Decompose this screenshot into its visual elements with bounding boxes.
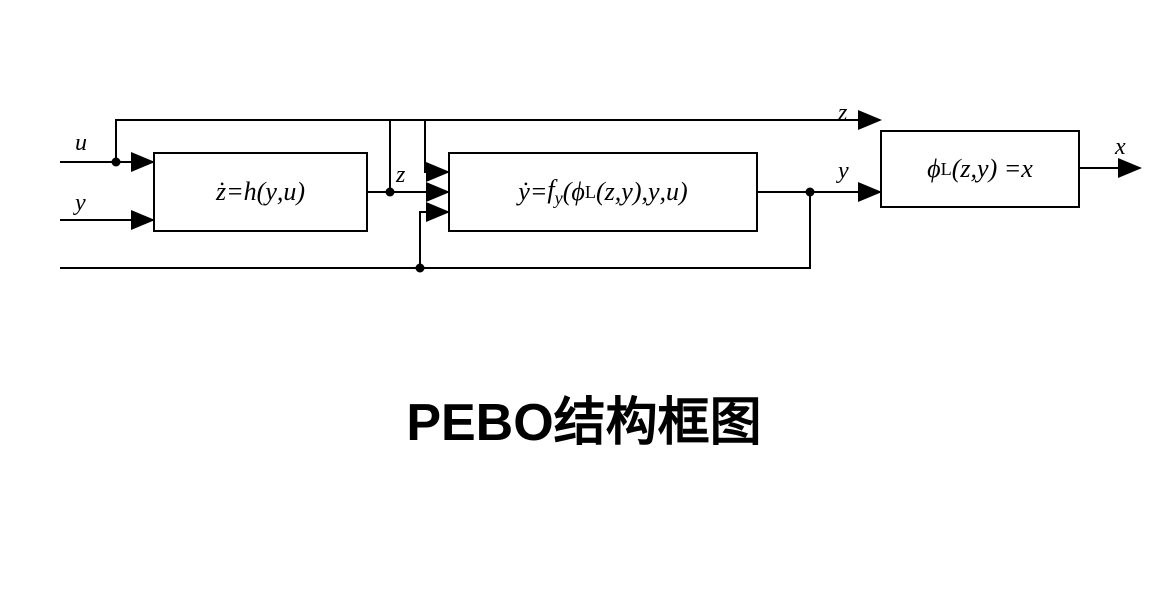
block-phi: ϕL(z, y) = x <box>880 130 1080 208</box>
label-x: x <box>1115 134 1126 161</box>
label-u: u <box>75 130 87 157</box>
label-y-in: y <box>75 190 86 217</box>
block-zdot: ż = h(y, u) <box>153 152 368 232</box>
label-z-mid: z <box>396 162 405 189</box>
diagram-canvas: ż = h(y, u) ẏ = fy(ϕL(z, y), y, u) ϕL(z,… <box>0 0 1168 599</box>
label-z-top: z <box>838 100 847 127</box>
label-y-out: y <box>838 158 849 185</box>
block-ydot: ẏ = fy(ϕL(z, y), y, u) <box>448 152 758 232</box>
diagram-caption: PEBO结构框图 <box>406 380 761 455</box>
wires-svg <box>0 0 1168 599</box>
